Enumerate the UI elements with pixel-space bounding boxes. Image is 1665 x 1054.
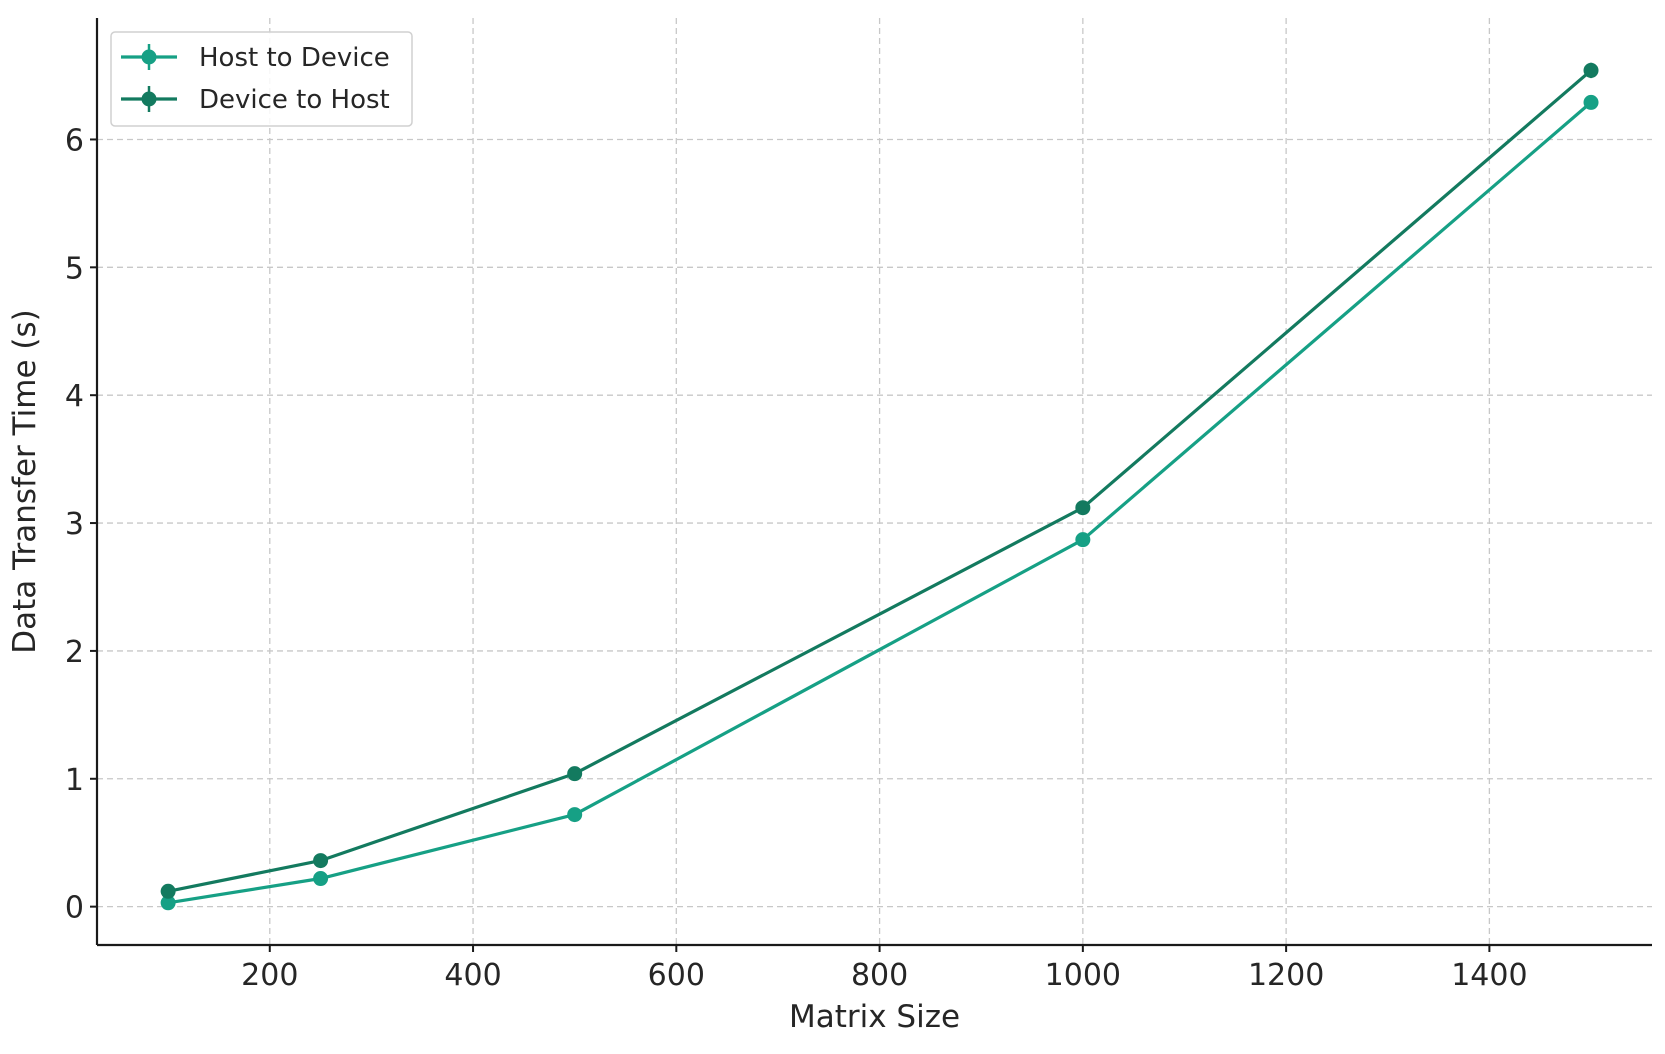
x-tick-label: 1200 bbox=[1248, 958, 1324, 993]
series-host-to-device bbox=[160, 94, 1599, 911]
x-tick-label: 1400 bbox=[1451, 958, 1527, 993]
y-tick-label: 0 bbox=[65, 891, 84, 926]
grid bbox=[97, 18, 1652, 945]
x-tick-label: 600 bbox=[648, 958, 705, 993]
x-axis-ticks: 200 400 600 800 1000 1200 1400 bbox=[241, 945, 1528, 993]
y-axis-title: Data Transfer Time (s) bbox=[7, 309, 43, 653]
legend-label: Host to Device bbox=[199, 43, 390, 73]
legend-frame bbox=[110, 31, 413, 127]
x-tick-label: 800 bbox=[851, 958, 908, 993]
series-device-to-host bbox=[160, 62, 1599, 899]
legend-marker bbox=[141, 91, 157, 107]
y-tick-label: 2 bbox=[65, 635, 84, 670]
y-tick-label: 5 bbox=[65, 251, 84, 286]
data-point bbox=[567, 766, 583, 782]
y-tick-label: 3 bbox=[65, 507, 84, 542]
x-tick-label: 400 bbox=[444, 958, 501, 993]
axes bbox=[95, 18, 1652, 947]
data-point bbox=[567, 807, 583, 823]
x-tick-label: 200 bbox=[241, 958, 298, 993]
data-point bbox=[313, 871, 329, 887]
y-tick-label: 1 bbox=[65, 763, 84, 798]
legend-label: Device to Host bbox=[199, 85, 390, 115]
data-point bbox=[1075, 532, 1091, 548]
legend-marker bbox=[141, 49, 157, 65]
data-point bbox=[1583, 94, 1599, 110]
data-point bbox=[1075, 500, 1091, 516]
y-tick-label: 4 bbox=[65, 379, 84, 414]
data-point bbox=[313, 853, 329, 869]
data-point bbox=[1583, 62, 1599, 78]
plot-area bbox=[160, 62, 1599, 911]
x-tick-label: 1000 bbox=[1045, 958, 1121, 993]
data-point bbox=[160, 895, 176, 911]
y-tick-label: 6 bbox=[65, 123, 84, 158]
legend-item: Device to Host bbox=[121, 85, 390, 115]
data-point bbox=[160, 883, 176, 899]
x-axis-title: Matrix Size bbox=[789, 999, 960, 1035]
legend-item: Host to Device bbox=[121, 43, 390, 73]
y-axis-ticks: 0 1 2 3 4 5 6 bbox=[65, 123, 97, 926]
legend: Host to Device Device to Host bbox=[110, 31, 413, 127]
